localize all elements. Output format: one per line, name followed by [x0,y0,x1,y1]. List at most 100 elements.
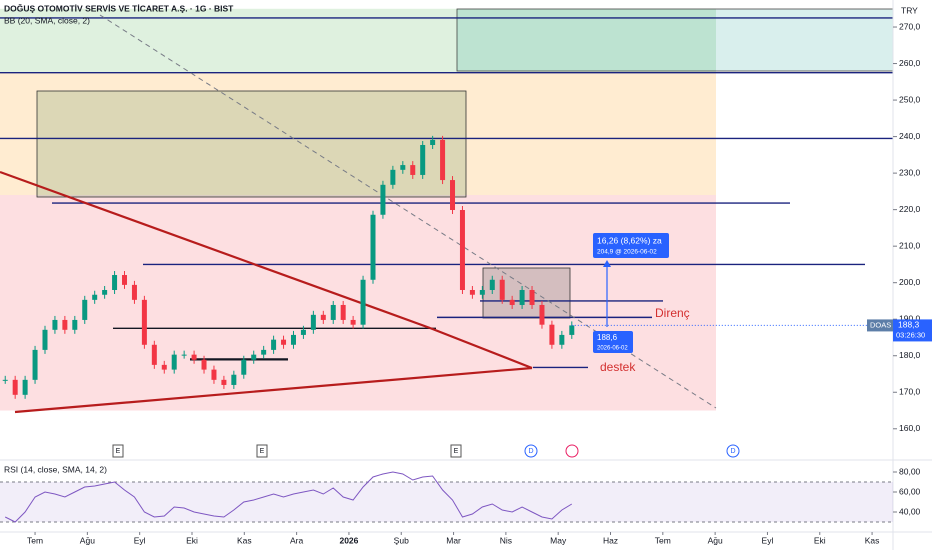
candle-body [390,169,396,185]
y-tick-label: 240,0 [899,131,921,141]
rsi-tick-label: 80,00 [899,466,921,476]
candle-body [380,184,386,215]
x-tick-label: 2026 [339,535,358,545]
candle-body [320,314,326,320]
candle-body [52,319,58,330]
indicator-label: BB (20, SMA, close, 2) [4,15,90,25]
price-tag [893,319,932,342]
x-tick-label: Kas [237,535,252,545]
dashed-trend [99,14,717,409]
candle-body [360,279,366,325]
x-tick-label: May [550,535,567,545]
x-tick-label: Şub [394,535,409,545]
candle-body [420,144,426,175]
y-tick-label: 220,0 [899,204,921,214]
candle-body [459,210,465,290]
y-tick-label: 260,0 [899,58,921,68]
y-tick-label: 230,0 [899,167,921,177]
candle-body [62,319,68,330]
candle-body [300,329,306,335]
candle-body [290,334,296,345]
candle-body [340,304,346,320]
candle-body [42,329,48,350]
candle-body [519,289,525,305]
candle-body [122,275,128,285]
x-tick-label: Mar [446,535,461,545]
candle-body [569,325,575,335]
rsi-title: RSI (14, close, SMA, 14, 2) [4,464,107,474]
y-tick-label: 180,0 [899,350,921,360]
event-label: D [528,448,533,455]
candle-body [281,339,287,345]
resistance-label: Direnç [655,306,690,320]
candle-body [330,304,336,320]
candle-body [261,349,267,355]
symbol-title: DOĞUŞ OTOMOTİV SERVİS VE TİCARET A.Ş. · … [4,2,234,13]
candle-body [201,359,207,370]
candle-body [161,364,167,370]
zone [0,8,716,73]
candle-body [32,349,38,380]
price-tag-countdown: 03:26:30 [896,330,925,339]
candle-body [141,299,147,345]
candle-body [509,299,515,305]
trend-line [0,170,431,330]
x-tick-label: Kas [865,535,880,545]
y-tick-label: 160,0 [899,423,921,433]
event-dividend [524,444,538,458]
range-box [482,267,571,319]
currency: TRY [901,5,918,15]
candle-body [469,289,475,295]
candle-body [370,214,376,280]
x-tick-label: Eyl [134,535,146,545]
candle-body [251,354,257,360]
x-tick-label: Haz [603,535,618,545]
candle-body [539,304,545,325]
y-tick-label: 200,0 [899,277,921,287]
candle-body [171,354,177,370]
candle-body [72,319,78,330]
candle-body [131,284,137,300]
event-label: D [730,448,735,455]
rsi-tick-label: 60,00 [899,486,921,496]
measure-start-box [593,331,633,353]
candle-body [82,299,88,320]
rsi-band [0,482,893,522]
rsi-line [4,471,573,523]
candle-body [310,314,316,330]
candle-body [400,165,406,170]
candle-body [479,289,485,295]
trend-line [429,326,533,370]
measure-date: 2026-06-02 [597,346,628,352]
event-earnings [450,444,462,458]
x-tick-label: Eki [186,535,198,545]
candle-body [22,379,28,395]
symbol-tag-text: DOAS [870,320,891,329]
candle-body [102,289,108,295]
y-tick-label: 170,0 [899,387,921,397]
candle-body [112,275,118,290]
measure-target: 204,9 @ 2026-06-02 [597,249,657,256]
rsi-tick-label: 40,00 [899,506,921,516]
x-tick-label: Eki [814,535,826,545]
support-label: destek [600,360,636,374]
trend-line [14,366,533,414]
candle-body [350,319,356,325]
x-tick-label: Ağu [708,535,723,545]
candle-body [221,379,227,385]
measure-text: 16,26 (8,62%) za [597,235,662,245]
measure-start: 188,6 [597,333,618,342]
y-tick-label: 190,0 [899,313,921,323]
candle-body [430,139,436,145]
candle-body [12,379,18,395]
candle-body [151,344,157,365]
candle-body [499,279,505,300]
y-tick-label: 210,0 [899,240,921,250]
candle-body [181,354,187,356]
price-tag-value: 188,3 [898,320,920,330]
zone [0,72,716,196]
candle-body [271,339,277,350]
x-tick-label: Eyl [762,535,774,545]
candle-body [440,139,446,181]
candle-body [191,354,197,360]
